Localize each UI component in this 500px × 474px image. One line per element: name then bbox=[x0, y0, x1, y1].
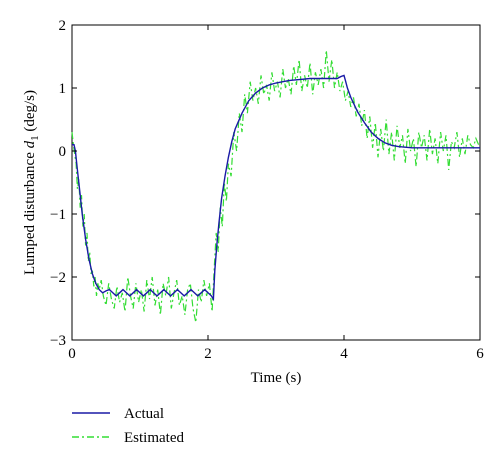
y-tick-label: 1 bbox=[59, 81, 67, 97]
legend-label-actual: Actual bbox=[124, 406, 164, 422]
plot-frame bbox=[71, 24, 481, 341]
y-tick-label: −2 bbox=[50, 270, 66, 286]
x-tick-label: 2 bbox=[204, 346, 212, 362]
legend-label-estimated: Estimated bbox=[124, 430, 184, 446]
y-axis-label-main: Lumped disturbance bbox=[22, 148, 38, 275]
x-axis-label: Time (s) bbox=[251, 370, 302, 386]
y-tick-label: −3 bbox=[50, 333, 66, 349]
plot-area: 0 2 4 6 −3 −2 −1 0 1 2 bbox=[50, 18, 484, 362]
x-tick-label: 0 bbox=[68, 346, 76, 362]
tick-layer: 0 2 4 6 −3 −2 −1 0 1 2 bbox=[50, 18, 484, 362]
series-layer bbox=[71, 50, 480, 323]
y-axis-label-unit: (deg/s) bbox=[22, 90, 38, 135]
series-line-actual bbox=[72, 74, 480, 302]
y-axis-label: Lumped disturbance d1 (deg/s) bbox=[22, 90, 41, 275]
y-axis-label-var: d bbox=[22, 140, 38, 148]
y-tick-label: 0 bbox=[59, 144, 67, 160]
x-tick-label: 4 bbox=[340, 346, 348, 362]
series-line-estimated bbox=[71, 50, 480, 323]
y-tick-label: 2 bbox=[59, 18, 67, 34]
x-tick-label: 6 bbox=[476, 346, 484, 362]
legend: Actual Estimated bbox=[72, 406, 184, 446]
y-axis-label-sub: 1 bbox=[29, 135, 41, 141]
y-tick-label: −1 bbox=[50, 207, 66, 223]
